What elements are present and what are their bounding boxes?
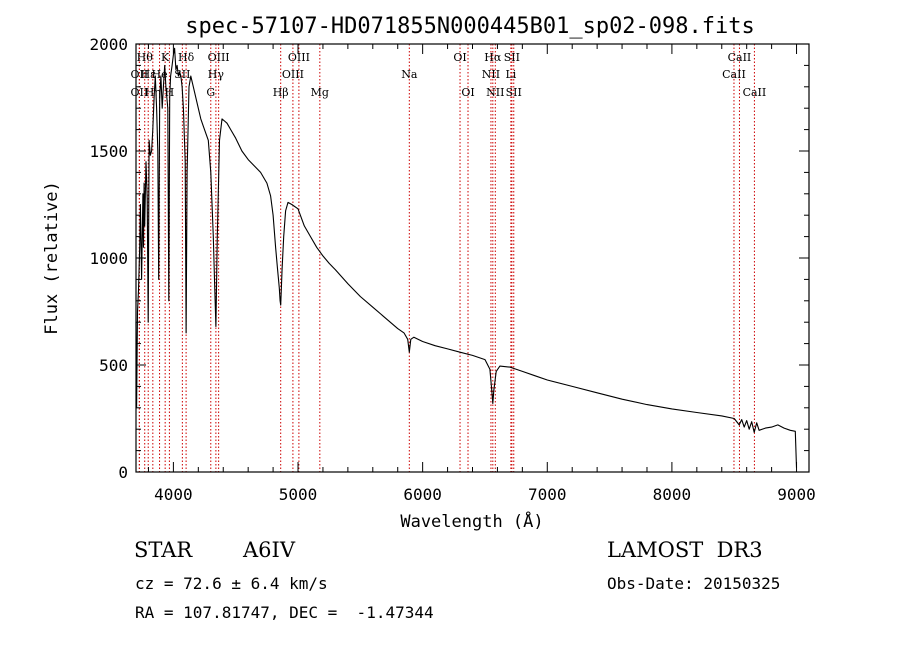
line-label: SII	[174, 68, 190, 81]
title-text: spec-57107-HD071855N000445B01_sp02-098.f…	[185, 14, 755, 39]
line-label: OI	[461, 86, 474, 99]
y-tick-label: 1500	[89, 142, 128, 161]
spectrum-chart: spec-57107-HD071855N000445B01_sp02-098.f…	[42, 14, 816, 532]
flux-series	[135, 47, 798, 468]
spectral-line-labels: OIIOIIHθHεHηHeKHSIIHδGHγOIIIHβOIIIOIIIMg…	[131, 51, 767, 99]
line-label: Hδ	[178, 51, 195, 64]
line-label: Li	[505, 68, 516, 81]
survey-name: LAMOST DR3	[607, 538, 763, 562]
spectral-line-markers	[138, 44, 755, 472]
line-label: OI	[453, 51, 466, 64]
axis-ticks: 4000 5000 6000 7000 8000 9000 0 500 1000 1500 2000…	[42, 35, 816, 532]
line-label: SII	[504, 51, 520, 64]
line-label: OII	[131, 68, 149, 81]
line-label: OIII	[288, 51, 310, 64]
line-label: OII	[131, 86, 149, 99]
y-tick-label: 500	[99, 356, 128, 375]
line-label: NII	[482, 68, 500, 81]
y-axis-label: Flux (relative)	[42, 181, 62, 335]
y-tick-label: 0	[118, 463, 128, 482]
line-label: CaII	[722, 68, 746, 81]
line-label: K	[161, 51, 170, 64]
line-label: Mg	[311, 86, 329, 99]
x-tick-label: 7000	[528, 485, 567, 504]
observation-date: Obs-Date: 20150325	[607, 574, 781, 593]
x-tick-label: 5000	[279, 485, 318, 504]
line-label: OIII	[282, 68, 304, 81]
line-label: Hη	[145, 86, 161, 99]
line-label: Hθ	[137, 51, 154, 64]
line-label: SII	[506, 86, 522, 99]
coordinates: RA = 107.81747, DEC = -1.47344	[135, 603, 434, 622]
line-label: NII	[486, 86, 504, 99]
x-axis-label: Wavelength (Å)	[400, 510, 543, 532]
line-label: Hα	[484, 51, 502, 64]
plot-frame	[135, 43, 810, 473]
redshift-velocity: cz = 72.6 ± 6.4 km/s	[135, 574, 328, 593]
line-label: Hβ	[273, 86, 289, 99]
line-label: OIII	[208, 51, 230, 64]
x-tick-label: 8000	[653, 485, 692, 504]
y-tick-label: 2000	[89, 35, 128, 54]
line-label: G	[206, 86, 215, 99]
plot-axes	[135, 43, 810, 473]
object-class: STAR	[134, 538, 193, 562]
line-label: Hε	[141, 68, 157, 81]
chart-title: spec-57107-HD071855N000445B01_sp02-098.f…	[185, 14, 755, 39]
series-line-flux	[135, 47, 798, 468]
y-tick-label: 1000	[89, 249, 128, 268]
line-label: Na	[401, 68, 418, 81]
x-tick-label: 6000	[403, 485, 442, 504]
line-label: Hγ	[208, 68, 225, 81]
line-label: CaII	[728, 51, 752, 64]
line-label: CaII	[743, 86, 767, 99]
x-tick-label: 4000	[154, 485, 193, 504]
x-tick-label: 9000	[777, 485, 816, 504]
object-subclass: A6IV	[243, 538, 295, 562]
